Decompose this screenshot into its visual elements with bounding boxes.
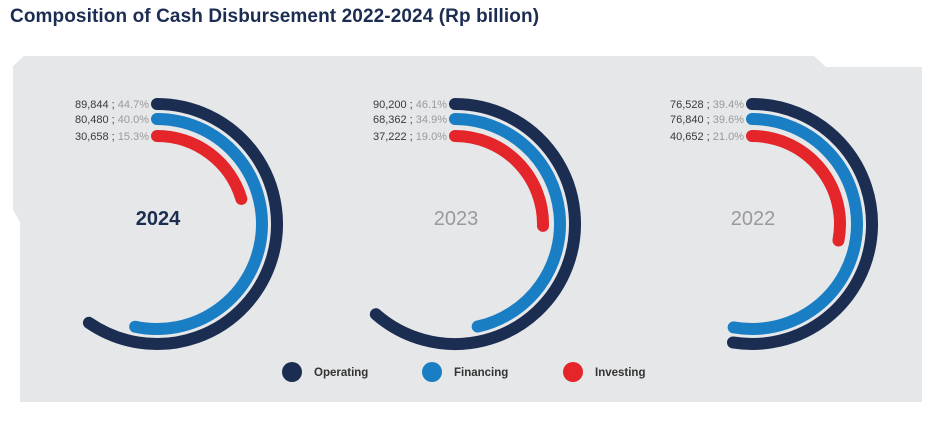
value-label: 40,652 ; xyxy=(670,131,713,143)
arc-financing-2024 xyxy=(129,113,268,335)
legend-swatch-operating xyxy=(282,362,302,382)
arc-operating-2024 xyxy=(82,98,284,350)
arc-investing-2023 xyxy=(449,130,549,232)
value-label: 90,200 ; xyxy=(373,99,416,111)
label-operating-2023: 90,200 ; 46.1% xyxy=(373,99,447,111)
legend-label-operating: Operating xyxy=(314,367,368,379)
percent-label: 34.9% xyxy=(416,114,447,126)
legend-item-operating: Operating xyxy=(282,362,368,382)
arc-financing-2022 xyxy=(727,113,863,335)
arc-operating-2022 xyxy=(726,98,879,350)
label-financing-2023: 68,362 ; 34.9% xyxy=(373,114,447,126)
year-label-2024: 2024 xyxy=(136,208,181,230)
percent-label: 21.0% xyxy=(713,131,744,143)
label-investing-2022: 40,652 ; 21.0% xyxy=(670,131,744,143)
year-label-2022: 2022 xyxy=(731,208,776,230)
legend-item-investing: Investing xyxy=(563,362,645,382)
value-label: 89,844 ; xyxy=(75,99,118,111)
year-group-2023: 90,200 ; 46.1%68,362 ; 34.9%37,222 ; 19.… xyxy=(369,98,581,350)
label-operating-2024: 89,844 ; 44.7% xyxy=(75,99,149,111)
arc-financing-2023 xyxy=(449,113,566,333)
legend-swatch-financing xyxy=(422,362,442,382)
value-label: 76,840 ; xyxy=(670,114,713,126)
percent-label: 40.0% xyxy=(118,114,149,126)
legend-swatch-investing xyxy=(563,362,583,382)
value-label: 76,528 ; xyxy=(670,99,713,111)
label-operating-2022: 76,528 ; 39.4% xyxy=(670,99,744,111)
percent-label: 15.3% xyxy=(118,131,149,143)
year-group-2022: 76,528 ; 39.4%76,840 ; 39.6%40,652 ; 21.… xyxy=(670,98,879,350)
label-investing-2024: 30,658 ; 15.3% xyxy=(75,131,149,143)
percent-label: 19.0% xyxy=(416,131,447,143)
chart-title: Composition of Cash Disbursement 2022-20… xyxy=(10,6,540,27)
value-label: 68,362 ; xyxy=(373,114,416,126)
label-financing-2022: 76,840 ; 39.6% xyxy=(670,114,744,126)
value-label: 30,658 ; xyxy=(75,131,118,143)
legend-label-financing: Financing xyxy=(454,367,508,379)
legend-label-investing: Investing xyxy=(595,367,645,379)
value-label: 80,480 ; xyxy=(75,114,118,126)
year-group-2024: 89,844 ; 44.7%80,480 ; 40.0%30,658 ; 15.… xyxy=(75,98,284,350)
arc-investing-2024 xyxy=(151,130,248,205)
percent-label: 39.4% xyxy=(713,99,744,111)
arc-investing-2022 xyxy=(746,130,846,247)
label-investing-2023: 37,222 ; 19.0% xyxy=(373,131,447,143)
percent-label: 39.6% xyxy=(713,114,744,126)
percent-label: 44.7% xyxy=(118,99,149,111)
value-label: 37,222 ; xyxy=(373,131,416,143)
arc-operating-2023 xyxy=(369,98,581,350)
year-label-2023: 2023 xyxy=(434,208,479,230)
percent-label: 46.1% xyxy=(416,99,447,111)
legend-item-financing: Financing xyxy=(422,362,508,382)
label-financing-2024: 80,480 ; 40.0% xyxy=(75,114,149,126)
